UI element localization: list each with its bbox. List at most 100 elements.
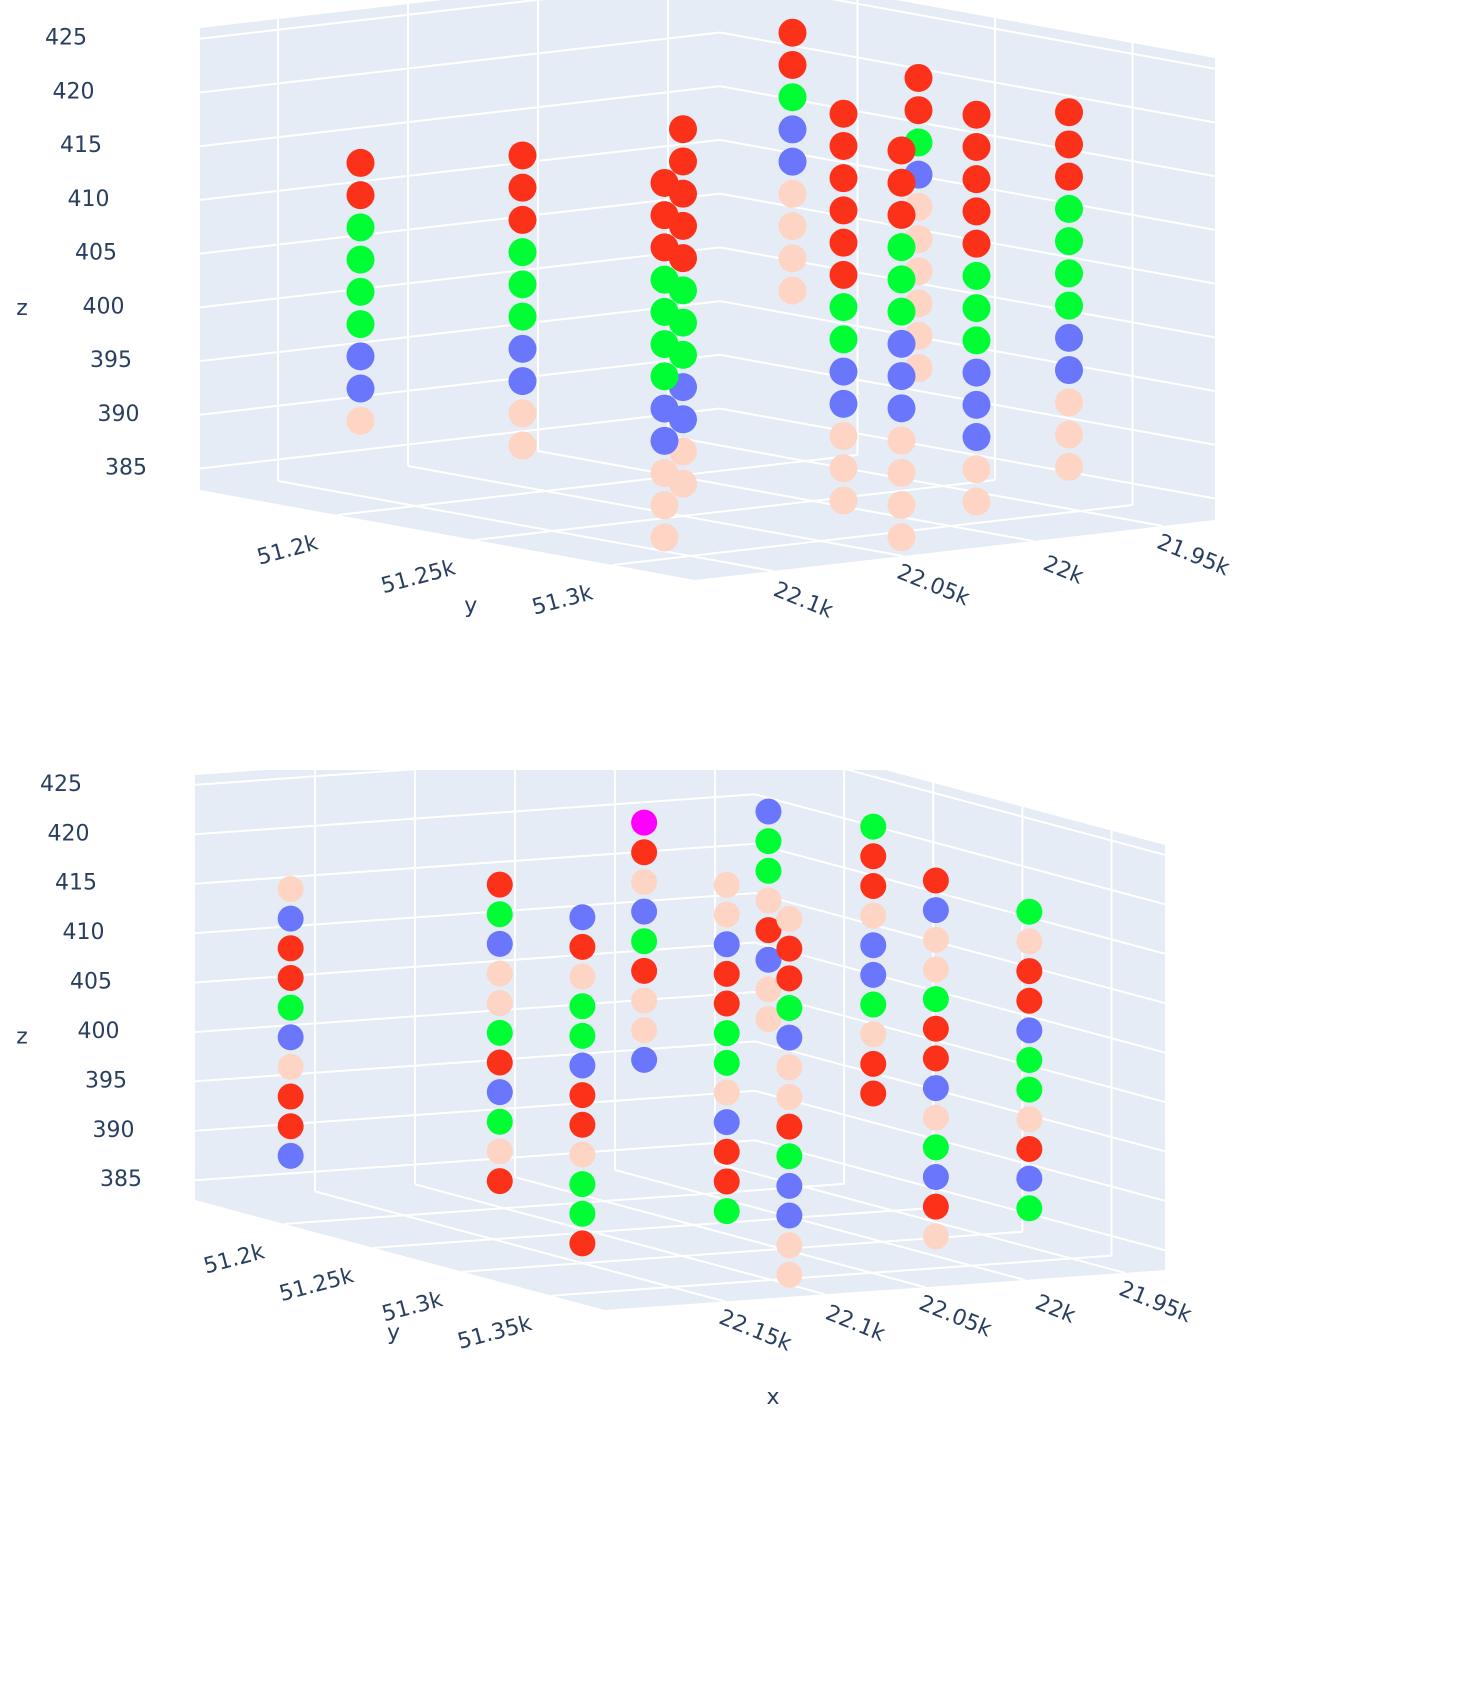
data-point — [776, 906, 803, 933]
data-point — [508, 205, 537, 234]
data-point — [904, 63, 933, 92]
data-point — [650, 168, 679, 197]
data-point — [887, 265, 916, 294]
data-point — [887, 136, 916, 165]
data-point — [922, 926, 949, 953]
data-point — [669, 147, 697, 176]
grid-line — [719, 407, 1216, 500]
data-point — [1055, 227, 1083, 256]
data-point — [1055, 130, 1083, 159]
data-point — [860, 932, 887, 959]
data-point — [650, 201, 679, 230]
z-tick-label: 415 — [55, 871, 97, 896]
data-point — [922, 1193, 949, 1220]
data-point — [1016, 1106, 1043, 1133]
data-point — [346, 148, 375, 177]
data-point — [713, 1168, 740, 1195]
data-point — [650, 426, 679, 455]
floor-pane — [200, 430, 1215, 580]
data-point — [1016, 1047, 1043, 1074]
x-tick-label: 22k — [1032, 1290, 1079, 1329]
data-point — [776, 994, 803, 1021]
data-point — [962, 487, 991, 516]
back-wall — [200, 0, 720, 490]
data-point — [922, 1223, 949, 1250]
data-point — [860, 872, 887, 899]
data-point — [277, 1024, 304, 1051]
data-point — [887, 168, 916, 197]
data-point — [631, 1017, 658, 1044]
grid-line — [474, 479, 996, 541]
y-tick-label: 51.25k — [277, 1263, 357, 1307]
data-point — [713, 901, 740, 928]
data-point — [776, 1113, 803, 1140]
data-point — [829, 357, 858, 386]
data-point — [829, 260, 858, 289]
data-point — [776, 1143, 803, 1170]
side-wall — [755, 770, 1165, 1270]
grid-line — [612, 504, 1133, 566]
data-point — [776, 1261, 803, 1288]
data-point — [829, 196, 858, 225]
data-point — [650, 394, 679, 423]
data-point — [778, 147, 807, 176]
grid-line — [754, 991, 1166, 1103]
grid-line — [754, 1089, 1166, 1202]
data-point — [631, 957, 658, 984]
data-point — [829, 293, 858, 322]
data-point — [922, 1164, 949, 1191]
data-point — [569, 1052, 596, 1079]
data-point — [486, 1079, 513, 1106]
data-point — [346, 245, 375, 274]
data-point — [713, 1020, 740, 1047]
data-point — [887, 297, 916, 326]
grid-line — [754, 1139, 1166, 1252]
data-point — [1055, 259, 1083, 288]
data-point — [713, 1138, 740, 1165]
data-point — [904, 96, 933, 125]
y-axis-title: y — [464, 594, 477, 619]
z-axis-title: z — [16, 296, 28, 321]
data-point — [650, 491, 679, 520]
data-point — [1055, 194, 1083, 223]
grid-line — [199, 192, 721, 255]
data-point — [776, 1024, 803, 1051]
grid-line — [284, 1182, 845, 1225]
data-point — [755, 917, 782, 944]
grid-line — [199, 85, 721, 148]
grid-line — [199, 31, 721, 94]
data-point — [1055, 452, 1083, 481]
data-point — [776, 965, 803, 992]
data-point — [486, 901, 513, 928]
data-point — [829, 325, 858, 354]
data-point — [631, 928, 658, 955]
grid-line — [199, 407, 721, 470]
data-point — [962, 132, 991, 161]
z-tick-label: 385 — [105, 456, 147, 481]
data-point — [650, 233, 679, 262]
data-point — [887, 458, 916, 487]
data-point — [776, 1232, 803, 1259]
data-point — [569, 963, 596, 990]
data-point — [486, 1138, 513, 1165]
data-point — [922, 1134, 949, 1161]
data-point — [631, 898, 658, 925]
x-tick-label: 21.95k — [1153, 530, 1233, 582]
data-point — [860, 1050, 887, 1077]
z-tick-label: 410 — [68, 187, 110, 212]
data-point — [755, 828, 782, 855]
data-point — [508, 367, 537, 396]
data-point — [887, 233, 916, 262]
data-point — [713, 871, 740, 898]
data-point — [631, 839, 658, 866]
data-point — [569, 904, 596, 931]
data-point — [755, 798, 782, 825]
grid-line — [754, 842, 1166, 955]
data-point — [1055, 162, 1083, 191]
data-point — [713, 1079, 740, 1106]
x-tick-label: 21.95k — [1115, 1277, 1195, 1329]
data-point — [486, 871, 513, 898]
grid-line — [414, 1183, 826, 1296]
grid-line — [719, 31, 1216, 124]
data-point — [277, 1113, 304, 1140]
